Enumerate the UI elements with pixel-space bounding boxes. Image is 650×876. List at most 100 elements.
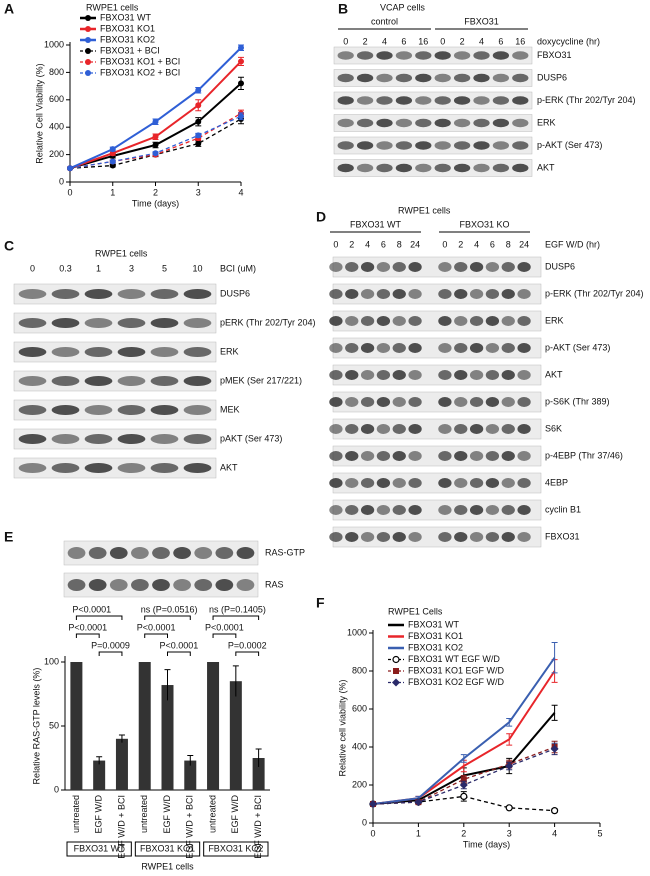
lane-label: 0.3: [59, 263, 72, 273]
band: [337, 141, 354, 150]
band: [150, 405, 179, 415]
band: [453, 51, 471, 60]
marker: [550, 807, 559, 815]
annotation: P<0.0001: [68, 622, 107, 632]
band: [51, 463, 80, 473]
blot-strip: [13, 341, 217, 363]
band: [84, 347, 113, 357]
annotation: P<0.0001: [137, 622, 176, 632]
row-label: p-ERK (Thr 202/Tyr 204): [537, 95, 636, 105]
band: [501, 316, 515, 326]
marker: [195, 132, 202, 139]
band: [485, 289, 500, 299]
band: [492, 51, 510, 60]
band: [51, 405, 80, 415]
band: [512, 118, 529, 128]
x-axis-label: Time (days): [463, 839, 510, 849]
band: [360, 370, 375, 380]
band: [469, 478, 484, 488]
band: [517, 316, 531, 326]
band: [356, 163, 374, 173]
lane-label: 4: [474, 239, 479, 249]
band: [408, 262, 422, 272]
band: [376, 141, 393, 150]
category-label: untreated: [71, 795, 81, 833]
annotation: P=0.0009: [91, 640, 130, 650]
band: [356, 141, 374, 150]
y-tick-label: 100: [44, 656, 59, 666]
y-tick-label: 1000: [44, 39, 64, 49]
band: [345, 532, 359, 542]
lane-label: 2: [349, 239, 354, 249]
band: [473, 73, 490, 83]
band: [473, 118, 490, 128]
band: [485, 316, 500, 326]
x-axis-label: RWPE1 cells: [141, 861, 194, 871]
band: [473, 163, 490, 173]
y-tick-label: 0: [362, 817, 367, 827]
marker: [109, 146, 116, 153]
band: [67, 547, 86, 559]
row-label: MEK: [220, 404, 240, 414]
band: [501, 370, 515, 380]
band: [329, 424, 343, 434]
lane-label: 16: [515, 36, 525, 46]
band: [117, 463, 146, 473]
band: [345, 343, 359, 353]
band: [501, 424, 515, 434]
band: [337, 96, 354, 105]
band: [376, 96, 393, 105]
blot-title: RWPE1 cells: [95, 248, 148, 258]
marker: [459, 781, 468, 789]
lane-label: 10: [192, 263, 202, 273]
bracket: [144, 615, 191, 620]
lane-axis-label: EGF W/D (hr): [545, 239, 600, 249]
lane-label: 0: [442, 239, 447, 249]
x-tick-label: 0: [370, 828, 375, 838]
row-label: p-S6K (Thr 389): [545, 396, 610, 406]
band: [454, 424, 468, 434]
row-label: RAS-GTP: [265, 547, 305, 557]
band: [408, 532, 422, 542]
bracket: [212, 615, 260, 620]
band: [454, 343, 468, 353]
band: [492, 118, 510, 128]
band: [454, 478, 468, 488]
band: [415, 96, 432, 105]
band: [183, 405, 212, 415]
error-bar: [255, 748, 262, 767]
band: [329, 478, 343, 488]
marker: [109, 158, 116, 165]
band: [485, 451, 500, 461]
marker: [369, 800, 377, 808]
blot-strip: [333, 114, 533, 132]
band: [150, 434, 179, 444]
band: [117, 376, 146, 386]
group-label: FBXO31 KO: [459, 219, 509, 229]
annotation: P<0.0001: [205, 622, 244, 632]
legend-label: FBXO31 KO2 + BCI: [100, 67, 180, 77]
blot-strip: [13, 312, 217, 334]
band: [485, 262, 500, 272]
marker: [392, 678, 400, 687]
band: [109, 579, 128, 591]
lane-label: 24: [410, 239, 420, 249]
band: [454, 370, 468, 380]
row-label: p-ERK (Thr 202/Tyr 204): [545, 288, 644, 298]
row-label: DUSP6: [220, 288, 250, 298]
band: [51, 289, 80, 299]
row-label: DUSP6: [537, 72, 567, 82]
band: [415, 141, 432, 150]
lane-label: 6: [490, 239, 495, 249]
marker: [195, 140, 202, 147]
row-label: p-AKT (Ser 473): [545, 342, 610, 352]
annotation: P<0.0001: [159, 640, 198, 650]
band: [395, 96, 413, 105]
band: [454, 316, 468, 326]
blot-title: RWPE1 cells: [398, 205, 451, 215]
marker: [392, 655, 400, 664]
bar: [184, 760, 197, 790]
chart-title: RWPE1 Cells: [388, 606, 443, 616]
category-label: EGF W/D + BCI: [253, 795, 263, 859]
band: [395, 51, 413, 60]
